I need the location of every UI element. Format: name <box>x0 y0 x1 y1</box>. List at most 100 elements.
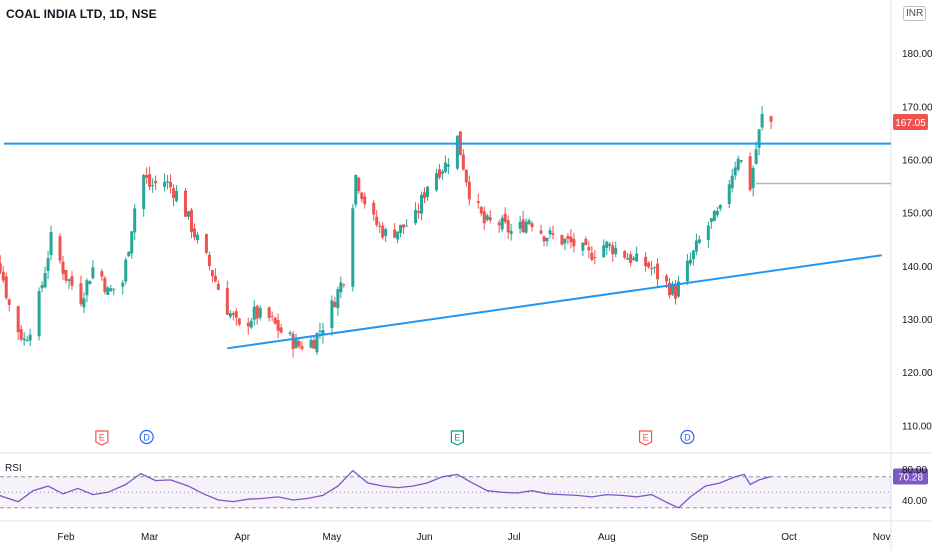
event-marker-d[interactable]: D <box>680 429 695 445</box>
candle-body <box>530 223 534 228</box>
event-marker-e[interactable]: E <box>450 430 464 446</box>
time-tick-label: May <box>322 532 341 543</box>
candle-body <box>733 167 737 176</box>
candle-body <box>309 339 313 348</box>
candle-body <box>569 236 573 243</box>
last-price-tag[interactable] <box>893 114 928 131</box>
candle-body <box>482 211 486 224</box>
candle-body <box>237 318 241 325</box>
candle-body <box>626 258 630 260</box>
candle-body <box>64 270 68 281</box>
candle-body <box>488 217 492 221</box>
candle-body <box>279 327 283 333</box>
time-tick-label: Jul <box>508 532 521 543</box>
candle-body <box>760 113 764 128</box>
candle-body <box>632 257 636 260</box>
event-letter: E <box>454 433 460 443</box>
candle-body <box>82 298 86 308</box>
event-marker-e[interactable]: E <box>95 430 109 446</box>
candle-body <box>437 169 441 178</box>
candle-body <box>381 225 385 238</box>
currency-badge[interactable]: INR <box>903 6 927 21</box>
candle-body <box>623 251 627 258</box>
candle-body <box>357 178 361 192</box>
candle-body <box>70 276 74 286</box>
candle-body <box>375 216 379 226</box>
candle-body <box>28 334 32 341</box>
candle-body <box>354 175 358 205</box>
candle-body <box>169 181 173 188</box>
event-letter: E <box>99 433 105 443</box>
candle-body <box>518 221 522 229</box>
candle-body <box>333 301 337 308</box>
rsi-tick-label: 80.00 <box>902 465 927 476</box>
candle-body <box>527 220 531 224</box>
rsi-value-label: 70.28 <box>898 473 923 484</box>
event-marker-e[interactable]: E <box>638 430 653 446</box>
candle-body <box>91 267 95 279</box>
candle-body <box>500 217 504 230</box>
candle-body <box>297 341 301 347</box>
candle-body <box>587 246 591 251</box>
candle-body <box>503 213 507 223</box>
candle-body <box>417 211 421 213</box>
candle-body <box>79 283 83 305</box>
drawn-lines[interactable] <box>4 142 891 350</box>
candle-body <box>166 181 170 183</box>
event-marker-d[interactable]: D <box>139 429 154 445</box>
candle-body <box>142 175 146 210</box>
candle-body <box>548 230 552 235</box>
candle-body <box>291 333 295 350</box>
candle-body <box>127 251 131 257</box>
time-axis[interactable]: Feb Mar Apr May Jun Jul Aug Sep Oct Nov <box>57 532 890 543</box>
candle-body <box>4 276 8 299</box>
candle-body <box>688 259 692 264</box>
candle-body <box>506 220 510 233</box>
candle-body <box>590 252 594 260</box>
candle-body <box>294 338 298 349</box>
candle-body <box>124 259 128 282</box>
candle-body <box>405 225 409 227</box>
candle-body <box>656 263 660 280</box>
candle-body <box>718 205 722 209</box>
candle-body <box>40 285 44 289</box>
candle-body <box>769 116 773 122</box>
candle-body <box>736 158 740 170</box>
candle-body <box>694 240 698 252</box>
candle-body <box>186 211 190 217</box>
candle-body <box>351 208 355 287</box>
time-tick-label: Apr <box>234 532 250 543</box>
candle-body <box>629 254 633 264</box>
price-axis[interactable]: 110.00 120.00 130.00 140.00 150.00 160.00 170.… <box>893 49 932 507</box>
candle-body <box>151 185 155 187</box>
rsi-line-group <box>0 469 772 509</box>
candle-body <box>673 285 677 299</box>
candle-body <box>100 271 104 277</box>
price-tick-label: 120.00 <box>902 368 932 379</box>
candle-body <box>691 250 695 260</box>
candle-body <box>130 231 134 254</box>
rsi-value-tag[interactable] <box>893 468 928 485</box>
candle-body <box>485 215 489 220</box>
price-tick-label: 130.00 <box>902 315 932 326</box>
candle-body <box>22 338 26 341</box>
candle-body <box>210 270 214 277</box>
candle-body <box>378 225 382 227</box>
earnings-icon <box>95 430 109 446</box>
candle-body <box>0 263 2 273</box>
candle-body <box>61 261 65 274</box>
support-trend-line[interactable] <box>227 254 882 350</box>
candle-body <box>584 238 588 246</box>
time-tick-label: Oct <box>781 532 797 543</box>
candle-body <box>739 160 743 162</box>
candle-body <box>133 208 137 233</box>
candle-body <box>46 258 50 271</box>
candle-body <box>614 247 618 255</box>
candle-body <box>393 229 397 238</box>
candle-body <box>175 190 179 201</box>
price-tick-label: 170.00 <box>902 102 932 113</box>
candle-body <box>336 289 340 309</box>
